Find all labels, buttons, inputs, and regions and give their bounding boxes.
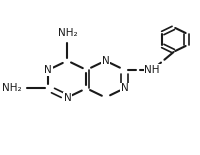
Text: N: N — [102, 56, 109, 66]
Text: N: N — [64, 93, 71, 102]
Text: NH: NH — [144, 65, 160, 75]
Text: N: N — [121, 83, 128, 93]
Text: N: N — [44, 65, 52, 75]
Text: NH₂: NH₂ — [58, 28, 77, 38]
Text: NH₂: NH₂ — [2, 83, 22, 93]
